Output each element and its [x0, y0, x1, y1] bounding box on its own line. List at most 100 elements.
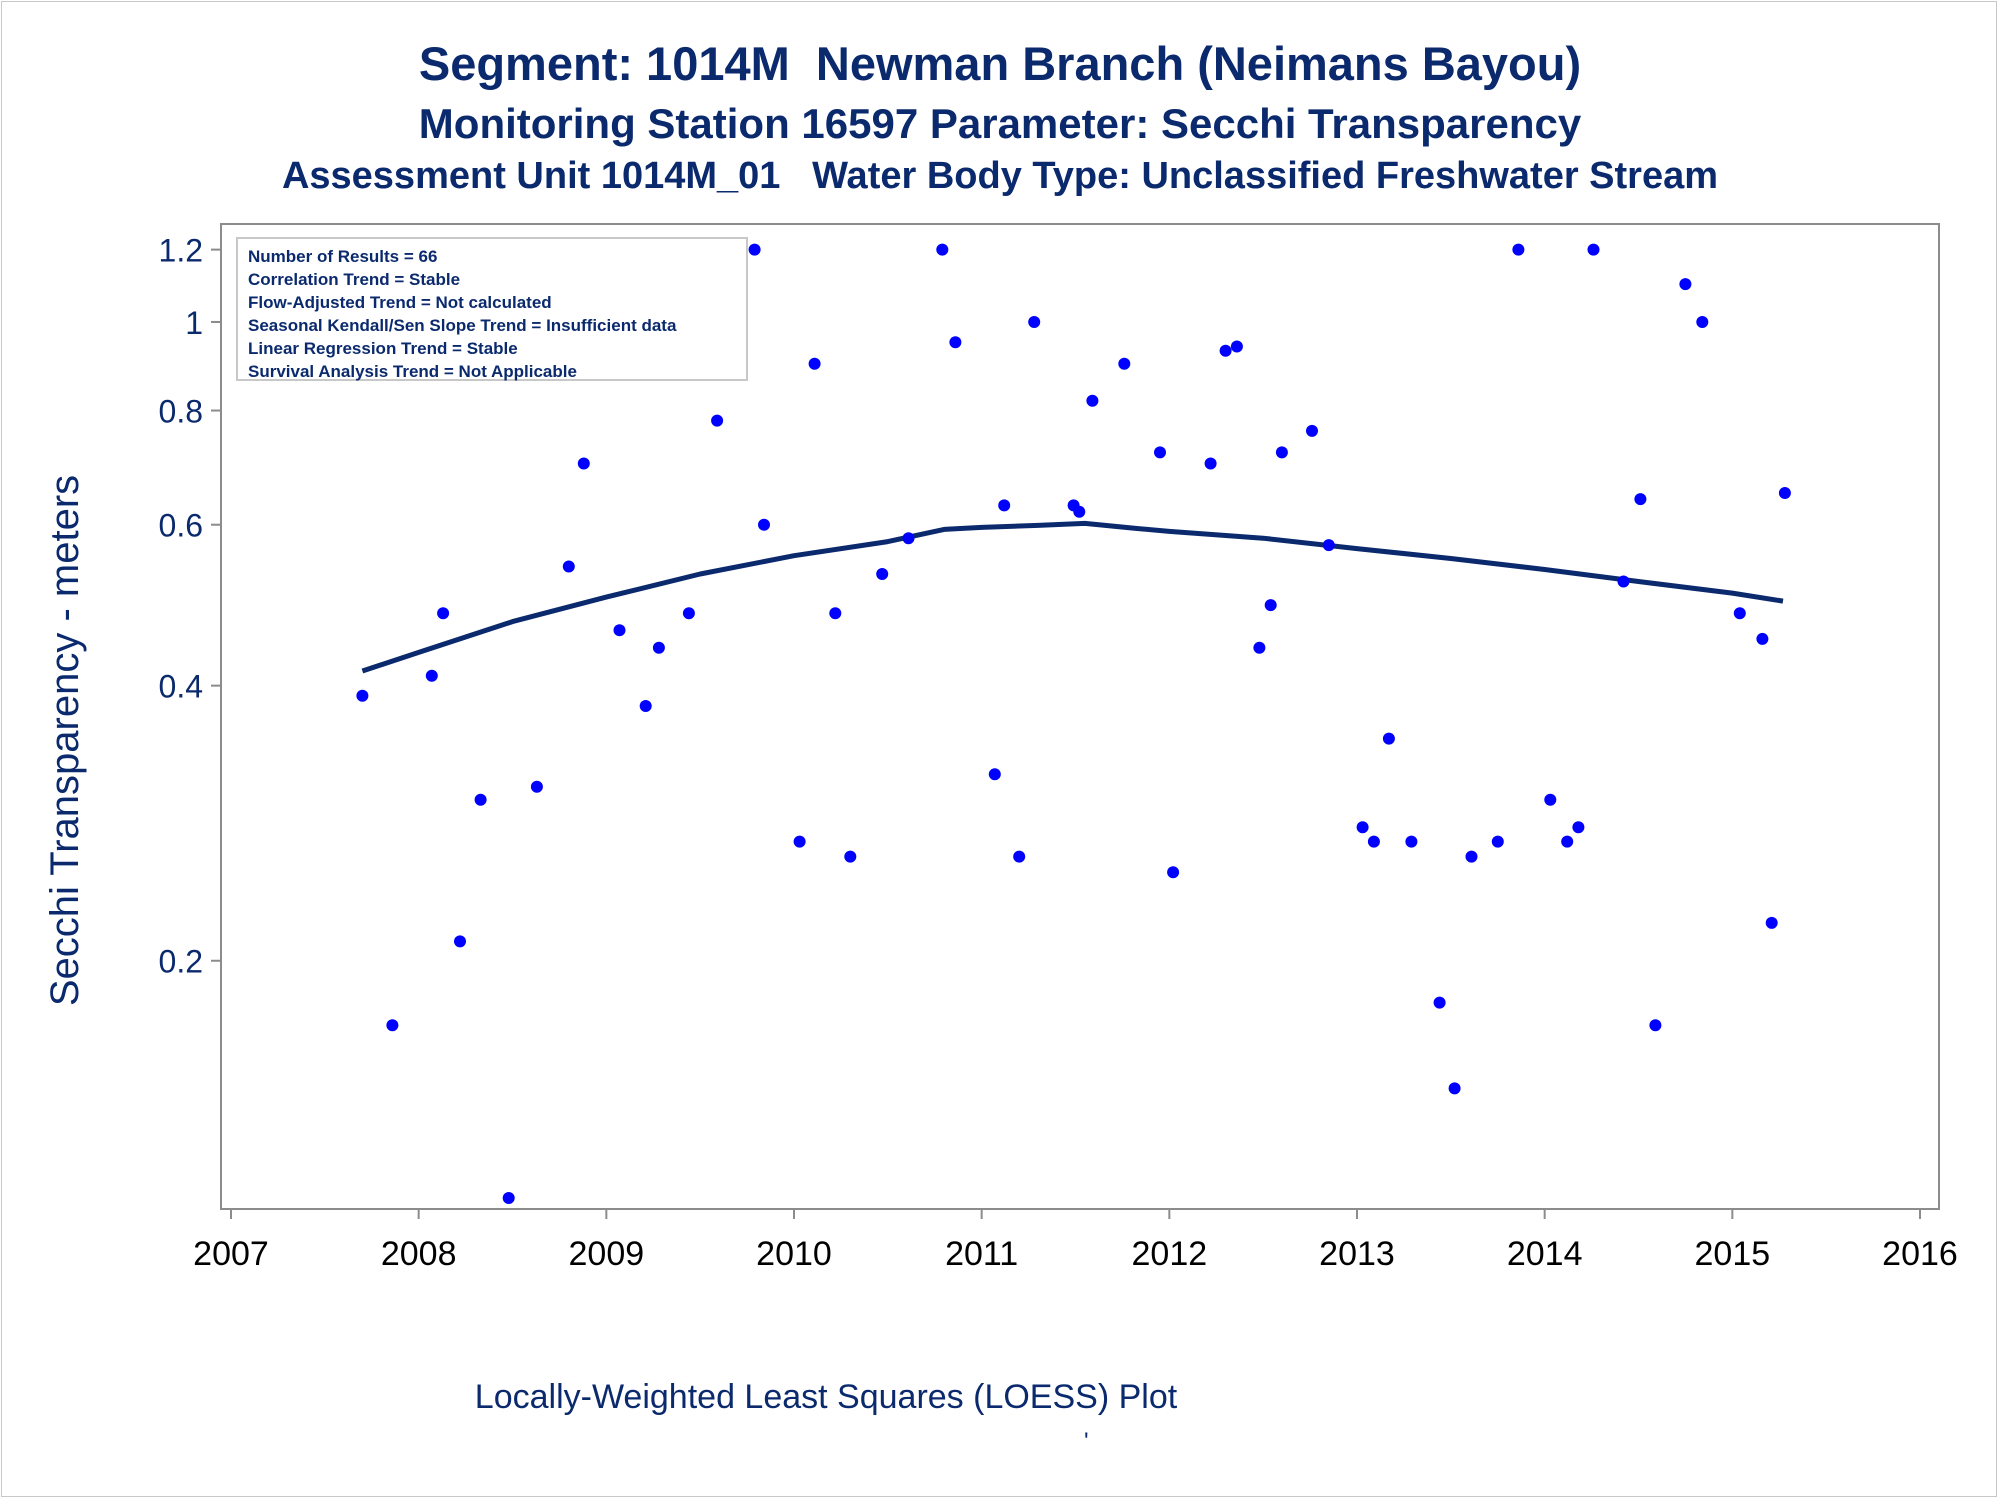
data-point	[1696, 316, 1709, 328]
data-point	[613, 624, 626, 637]
x-tick-label: 2015	[1695, 1235, 1771, 1273]
data-point	[711, 414, 724, 427]
data-point	[1264, 599, 1277, 612]
data-point	[748, 243, 761, 256]
y-tick-label: 0.4	[159, 669, 203, 705]
data-point	[1086, 394, 1099, 407]
data-point	[1322, 539, 1335, 552]
data-point	[844, 850, 857, 863]
data-point	[808, 357, 821, 370]
data-point	[652, 641, 665, 654]
data-point	[902, 532, 915, 545]
data-point	[1167, 866, 1180, 879]
stats-legend-line: Number of Results = 66	[248, 247, 437, 266]
data-point	[425, 669, 438, 682]
data-point	[1512, 243, 1525, 256]
loess-line-layer	[361, 520, 1784, 674]
data-point	[1778, 487, 1791, 499]
chart-subtitle: Monitoring Station 16597 Parameter: Secc…	[418, 100, 1582, 147]
data-point	[1154, 446, 1166, 459]
data-point	[1230, 340, 1243, 353]
data-point	[936, 243, 949, 256]
data-point	[758, 518, 770, 531]
stats-legend: Number of Results = 66 Correlation Trend …	[236, 237, 748, 381]
x-tick-label: 2014	[1507, 1235, 1583, 1273]
data-point	[1118, 357, 1131, 370]
data-point	[1587, 243, 1600, 256]
data-point	[502, 1192, 515, 1204]
stats-legend-line: Correlation Trend = Stable	[248, 270, 460, 289]
x-tick-label: 2011	[945, 1235, 1018, 1273]
data-point	[1572, 821, 1585, 834]
data-point	[1028, 316, 1041, 328]
data-point	[682, 607, 695, 620]
footnote-mark: '	[1084, 1428, 1089, 1455]
data-points-layer	[356, 243, 1791, 1204]
data-point	[1765, 916, 1778, 929]
data-point	[437, 607, 450, 620]
data-point	[1433, 996, 1446, 1009]
y-tick-label: 0.2	[159, 944, 203, 980]
stats-legend-line: Survival Analysis Trend = Not Applicable	[248, 362, 577, 381]
data-point	[1405, 835, 1418, 848]
data-point	[1073, 505, 1086, 518]
data-point	[876, 568, 889, 580]
y-tick-label: 0.6	[159, 508, 203, 544]
data-point	[1275, 446, 1288, 459]
y-tick-label: 1.2	[159, 233, 203, 269]
y-tick-label: 0.8	[159, 394, 203, 430]
data-point	[1013, 850, 1026, 863]
x-tick-label: 2016	[1882, 1235, 1958, 1273]
plot-area-border	[220, 223, 1940, 1210]
stats-legend-line: Seasonal Kendall/Sen Slope Trend = Insuf…	[248, 316, 677, 335]
data-point	[639, 700, 652, 712]
data-point	[1306, 424, 1318, 437]
data-point	[356, 689, 369, 702]
chart-title: Segment: 1014M Newman Branch (Neimans Ba…	[418, 37, 1582, 90]
data-point	[1544, 793, 1557, 806]
x-tick-label: 2007	[193, 1235, 269, 1273]
data-point	[454, 935, 466, 948]
data-point	[1491, 835, 1504, 848]
x-tick-label: 2009	[569, 1235, 645, 1273]
data-point	[1356, 821, 1369, 834]
data-point	[1634, 493, 1647, 506]
data-point	[1617, 575, 1630, 588]
data-point	[1253, 641, 1266, 654]
data-point	[1649, 1019, 1662, 1032]
data-point	[1561, 835, 1574, 848]
data-point	[1465, 850, 1478, 863]
x-tick-label: 2008	[381, 1235, 457, 1273]
data-point	[386, 1019, 399, 1032]
y-axis-label: Secchi Transparency - meters	[43, 475, 87, 1006]
data-point	[1204, 457, 1217, 470]
x-tick-label: 2010	[756, 1235, 832, 1273]
data-point	[1448, 1082, 1461, 1095]
data-point	[998, 499, 1011, 512]
plot-footnote: Locally-Weighted Least Squares (LOESS) P…	[474, 1378, 1178, 1416]
data-point	[1382, 732, 1395, 745]
data-point	[829, 607, 842, 620]
data-point	[1367, 835, 1380, 848]
x-tick-label: 2013	[1319, 1235, 1395, 1273]
stats-legend-line: Flow-Adjusted Trend = Not calculated	[248, 293, 552, 312]
data-point	[1679, 278, 1692, 291]
stats-legend-box	[236, 237, 748, 381]
data-point	[1219, 344, 1232, 357]
data-point	[949, 336, 962, 349]
loess-line	[361, 520, 1784, 674]
stats-legend-line: Linear Regression Trend = Stable	[248, 339, 518, 358]
data-point	[562, 560, 575, 573]
data-point	[530, 780, 543, 793]
data-point	[1756, 632, 1769, 645]
chart-subtitle-2: Assessment Unit 1014M_01 Water Body Type…	[281, 155, 1719, 197]
data-point	[577, 457, 590, 470]
axes-layer: 0.2 0.4 0.6 0.8 1 1.2 2007 2008 2009 2010 2011 2012…	[43, 223, 1958, 1273]
x-tick-label: 2012	[1132, 1235, 1208, 1273]
data-point	[793, 835, 806, 848]
data-point	[988, 768, 1001, 781]
data-point	[1733, 607, 1746, 620]
data-point	[474, 793, 487, 806]
